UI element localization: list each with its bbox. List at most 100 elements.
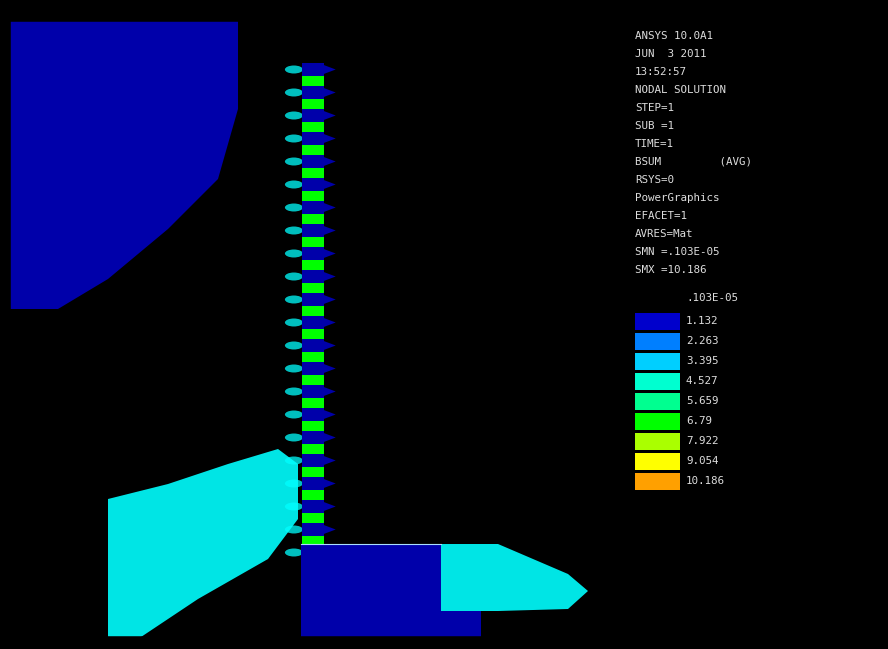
Bar: [302, 362, 324, 375]
Bar: [301, 544, 441, 639]
Ellipse shape: [285, 526, 303, 533]
Text: .103E-05: .103E-05: [686, 293, 738, 303]
Text: NODAL SOLUTION: NODAL SOLUTION: [635, 85, 726, 95]
Polygon shape: [324, 456, 336, 465]
Bar: [302, 109, 324, 122]
Polygon shape: [324, 387, 336, 396]
Text: 1.132: 1.132: [686, 317, 718, 326]
Bar: [635, 473, 680, 490]
Polygon shape: [324, 341, 336, 350]
Bar: [302, 270, 324, 283]
Polygon shape: [324, 548, 336, 557]
Bar: [302, 214, 324, 224]
Text: TIME=1: TIME=1: [635, 139, 674, 149]
Text: SMX =10.186: SMX =10.186: [635, 265, 707, 275]
Ellipse shape: [285, 66, 303, 73]
Text: JUN  3 2011: JUN 3 2011: [635, 49, 707, 59]
Text: 6.79: 6.79: [686, 417, 712, 426]
Bar: [302, 536, 324, 546]
Bar: [302, 260, 324, 270]
Ellipse shape: [285, 548, 303, 556]
Bar: [302, 293, 324, 306]
Ellipse shape: [285, 319, 303, 326]
Ellipse shape: [285, 204, 303, 212]
Polygon shape: [324, 249, 336, 258]
Ellipse shape: [285, 273, 303, 280]
Text: EFACET=1: EFACET=1: [635, 211, 687, 221]
Bar: [635, 333, 680, 350]
Bar: [302, 523, 324, 536]
Text: AVRES=Mat: AVRES=Mat: [635, 229, 694, 239]
Bar: [302, 408, 324, 421]
Polygon shape: [324, 180, 336, 189]
Text: 13:52:57: 13:52:57: [635, 67, 687, 77]
Bar: [302, 477, 324, 490]
Text: STEP=1: STEP=1: [635, 103, 674, 113]
Bar: [302, 431, 324, 444]
Bar: [302, 145, 324, 155]
Ellipse shape: [285, 227, 303, 234]
Bar: [441, 611, 481, 639]
Bar: [302, 329, 324, 339]
Bar: [302, 63, 324, 76]
Polygon shape: [324, 410, 336, 419]
Bar: [302, 191, 324, 201]
Polygon shape: [324, 479, 336, 488]
Polygon shape: [8, 19, 238, 309]
Polygon shape: [324, 433, 336, 442]
Polygon shape: [441, 544, 588, 611]
Ellipse shape: [285, 249, 303, 258]
Ellipse shape: [285, 411, 303, 419]
Bar: [302, 178, 324, 191]
Text: SUB =1: SUB =1: [635, 121, 674, 131]
Bar: [635, 433, 680, 450]
Text: 9.054: 9.054: [686, 456, 718, 467]
Ellipse shape: [285, 88, 303, 97]
Ellipse shape: [285, 112, 303, 119]
Bar: [302, 467, 324, 477]
Polygon shape: [324, 157, 336, 166]
Text: SMN =.103E-05: SMN =.103E-05: [635, 247, 719, 257]
Polygon shape: [324, 111, 336, 120]
Bar: [302, 168, 324, 178]
Bar: [635, 313, 680, 330]
Ellipse shape: [285, 134, 303, 143]
Bar: [302, 339, 324, 352]
Bar: [302, 352, 324, 362]
Bar: [302, 454, 324, 467]
Bar: [302, 86, 324, 99]
Text: RSYS=0: RSYS=0: [635, 175, 674, 185]
Polygon shape: [324, 65, 336, 74]
Ellipse shape: [285, 365, 303, 373]
Text: BSUM         (AVG): BSUM (AVG): [635, 157, 752, 167]
Bar: [302, 546, 324, 559]
Text: ANSYS 10.0A1: ANSYS 10.0A1: [635, 31, 713, 41]
Ellipse shape: [285, 158, 303, 165]
Bar: [635, 413, 680, 430]
Polygon shape: [108, 449, 298, 639]
Ellipse shape: [285, 180, 303, 188]
Text: 3.395: 3.395: [686, 356, 718, 367]
Bar: [635, 453, 680, 470]
Polygon shape: [324, 88, 336, 97]
Bar: [302, 201, 324, 214]
Bar: [302, 224, 324, 237]
Bar: [302, 122, 324, 132]
Polygon shape: [324, 318, 336, 327]
Ellipse shape: [285, 387, 303, 395]
Bar: [302, 500, 324, 513]
Text: 4.527: 4.527: [686, 376, 718, 387]
Bar: [302, 306, 324, 316]
Bar: [302, 490, 324, 500]
Text: 2.263: 2.263: [686, 336, 718, 347]
Polygon shape: [324, 364, 336, 373]
Text: 10.186: 10.186: [686, 476, 725, 487]
Bar: [302, 99, 324, 109]
Text: 5.659: 5.659: [686, 397, 718, 406]
Bar: [302, 76, 324, 86]
Bar: [302, 421, 324, 431]
Bar: [635, 393, 680, 410]
Ellipse shape: [285, 341, 303, 350]
Bar: [302, 132, 324, 145]
Polygon shape: [324, 502, 336, 511]
